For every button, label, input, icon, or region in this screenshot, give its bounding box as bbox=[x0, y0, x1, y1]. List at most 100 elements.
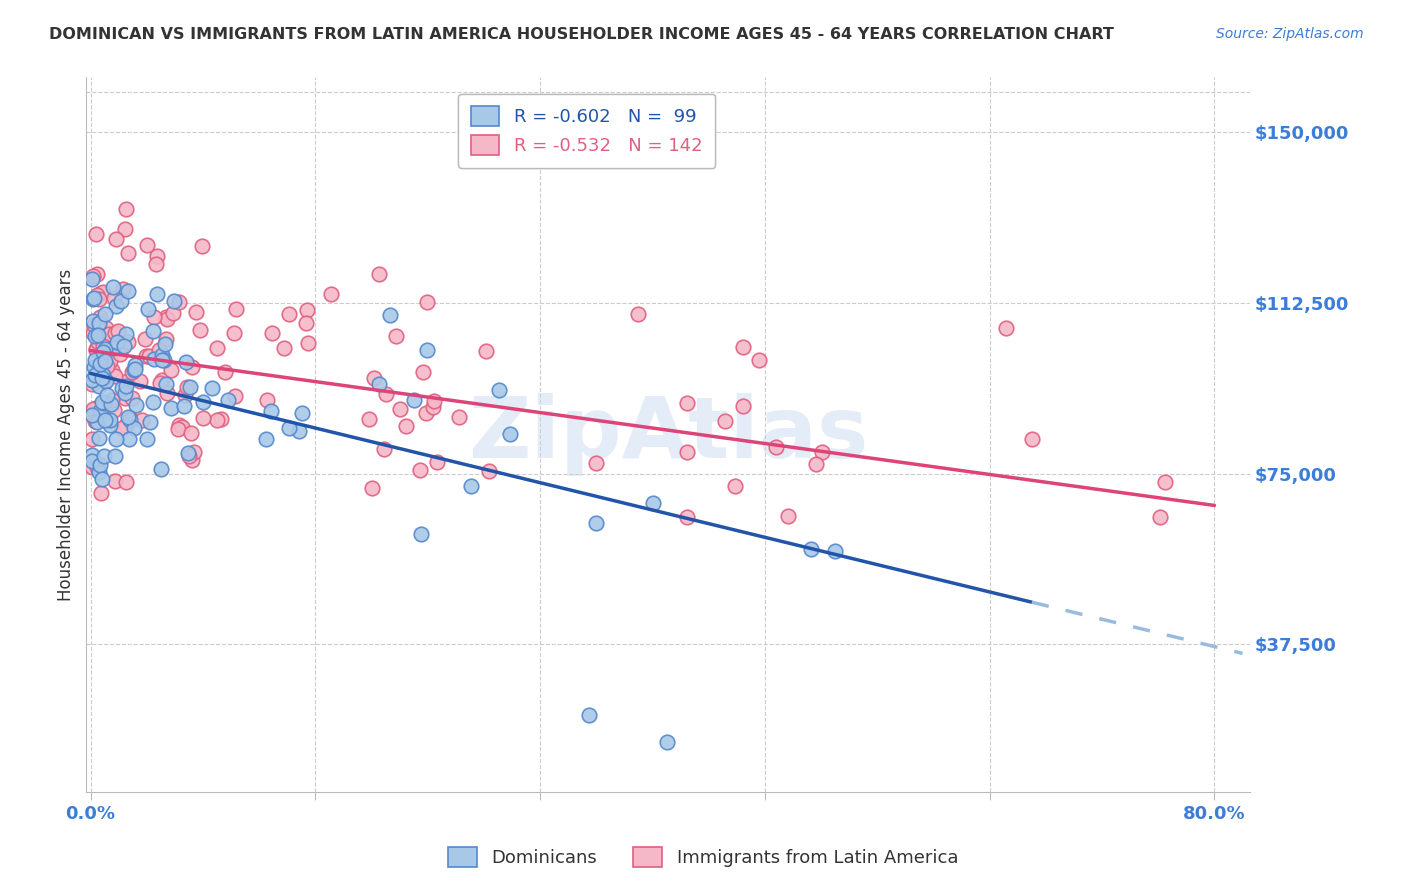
Point bbox=[104, 368, 127, 383]
Point bbox=[295, 316, 318, 330]
Point bbox=[170, 420, 193, 434]
Point bbox=[96, 359, 118, 374]
Point bbox=[104, 232, 127, 246]
Point bbox=[82, 292, 104, 306]
Point bbox=[153, 352, 176, 367]
Point bbox=[360, 481, 382, 495]
Point bbox=[138, 349, 160, 363]
Point bbox=[84, 368, 107, 383]
Point bbox=[254, 433, 277, 447]
Point bbox=[415, 406, 437, 420]
Point bbox=[87, 316, 110, 330]
Point bbox=[107, 324, 129, 338]
Point bbox=[578, 707, 600, 722]
Point bbox=[89, 486, 111, 500]
Point bbox=[145, 257, 167, 271]
Point bbox=[91, 345, 114, 359]
Point bbox=[389, 402, 412, 417]
Point bbox=[150, 462, 173, 476]
Point bbox=[177, 445, 200, 459]
Point bbox=[1021, 433, 1043, 447]
Point bbox=[84, 227, 107, 242]
Point bbox=[148, 343, 170, 358]
Text: DOMINICAN VS IMMIGRANTS FROM LATIN AMERICA HOUSEHOLDER INCOME AGES 45 - 64 YEARS: DOMINICAN VS IMMIGRANTS FROM LATIN AMERI… bbox=[49, 27, 1114, 42]
Point bbox=[183, 445, 205, 459]
Point bbox=[105, 334, 128, 349]
Point bbox=[416, 295, 439, 310]
Point bbox=[90, 370, 112, 384]
Point bbox=[94, 354, 117, 368]
Point bbox=[224, 389, 246, 403]
Point bbox=[94, 307, 117, 321]
Point bbox=[676, 510, 699, 524]
Point bbox=[117, 246, 139, 260]
Point bbox=[136, 238, 159, 252]
Point bbox=[995, 321, 1018, 335]
Point bbox=[80, 272, 103, 286]
Point bbox=[115, 417, 138, 432]
Point bbox=[262, 326, 284, 340]
Point bbox=[100, 397, 122, 411]
Point bbox=[184, 305, 207, 319]
Point bbox=[714, 414, 737, 428]
Point bbox=[676, 445, 699, 459]
Point bbox=[143, 351, 166, 366]
Point bbox=[156, 312, 179, 326]
Point bbox=[121, 391, 143, 405]
Point bbox=[1153, 475, 1175, 490]
Point bbox=[96, 388, 118, 402]
Point bbox=[111, 381, 134, 395]
Point bbox=[676, 396, 699, 410]
Point bbox=[155, 376, 177, 391]
Point bbox=[162, 293, 184, 308]
Point bbox=[731, 340, 754, 354]
Point bbox=[114, 385, 136, 400]
Point bbox=[122, 363, 145, 377]
Point bbox=[83, 375, 105, 389]
Point bbox=[488, 383, 510, 397]
Point bbox=[82, 373, 104, 387]
Point bbox=[100, 393, 122, 408]
Point bbox=[101, 280, 124, 294]
Point bbox=[125, 398, 148, 412]
Point bbox=[91, 472, 114, 486]
Point bbox=[205, 341, 228, 355]
Point bbox=[90, 286, 112, 301]
Point bbox=[118, 413, 141, 427]
Point bbox=[84, 401, 107, 416]
Point bbox=[100, 413, 122, 427]
Point bbox=[111, 282, 134, 296]
Point bbox=[98, 418, 121, 433]
Point bbox=[80, 433, 103, 447]
Point bbox=[94, 342, 117, 356]
Point bbox=[395, 418, 418, 433]
Point bbox=[374, 387, 396, 401]
Point bbox=[733, 399, 755, 413]
Point bbox=[643, 496, 665, 510]
Point bbox=[167, 418, 190, 433]
Point bbox=[180, 426, 202, 441]
Point bbox=[94, 327, 117, 342]
Point bbox=[120, 411, 142, 425]
Point bbox=[134, 332, 156, 346]
Point bbox=[153, 336, 176, 351]
Point bbox=[174, 387, 197, 401]
Legend: Dominicans, Immigrants from Latin America: Dominicans, Immigrants from Latin Americ… bbox=[440, 839, 966, 874]
Point bbox=[297, 336, 319, 351]
Point bbox=[155, 310, 177, 324]
Point bbox=[256, 392, 278, 407]
Point bbox=[176, 380, 198, 394]
Point bbox=[114, 222, 136, 236]
Point bbox=[136, 302, 159, 317]
Point bbox=[426, 455, 449, 469]
Point bbox=[82, 314, 104, 328]
Text: Source: ZipAtlas.com: Source: ZipAtlas.com bbox=[1216, 27, 1364, 41]
Point bbox=[149, 376, 172, 391]
Point bbox=[104, 474, 127, 488]
Point bbox=[87, 334, 110, 349]
Point bbox=[111, 421, 134, 435]
Point bbox=[82, 454, 104, 468]
Point bbox=[115, 475, 138, 489]
Point bbox=[112, 339, 135, 353]
Point bbox=[188, 322, 211, 336]
